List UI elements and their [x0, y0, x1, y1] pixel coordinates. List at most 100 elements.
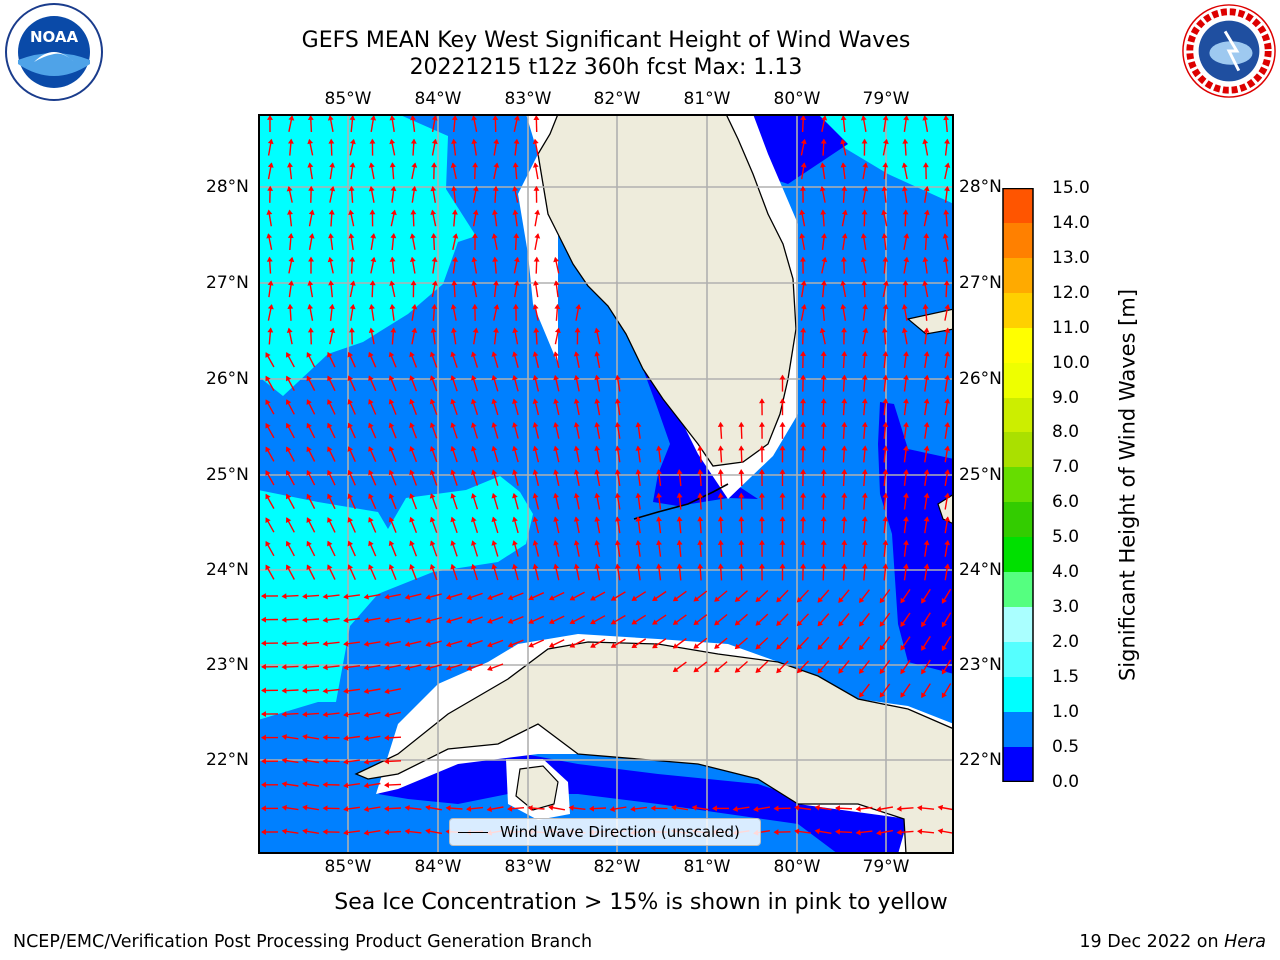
wave-direction-arrowhead — [779, 445, 786, 451]
wave-direction-arrowhead — [267, 327, 274, 333]
wave-direction-arrowhead — [755, 596, 762, 603]
wave-direction-arrowhead — [672, 643, 679, 649]
wave-direction-arrowhead — [923, 185, 930, 192]
wave-direction-arrowhead — [492, 115, 499, 121]
wave-direction-arrowhead — [553, 256, 560, 263]
wave-direction-arrowhead — [820, 374, 827, 380]
wave-direction-arrowhead — [755, 620, 762, 626]
lon-label-top: 79°W — [862, 89, 910, 109]
wave-direction-arrowhead — [285, 399, 292, 405]
wave-direction-arrowhead — [368, 469, 374, 476]
wave-direction-arrowhead — [409, 563, 415, 570]
wave-direction-arrowhead — [838, 597, 844, 603]
wave-direction-arrowhead — [327, 399, 333, 405]
wave-direction-arrowhead — [493, 304, 500, 310]
wave-direction-arrowhead — [409, 445, 415, 452]
wave-direction-arrowhead — [466, 805, 472, 812]
wave-direction-arrowhead — [776, 667, 782, 674]
wave-direction-arrowhead — [410, 115, 416, 121]
wave-direction-arrowhead — [472, 209, 479, 215]
wave-direction-arrowhead — [368, 162, 375, 168]
wave-direction-arrowhead — [738, 539, 745, 545]
wave-direction-arrowhead — [900, 692, 906, 698]
wave-direction-arrowhead — [609, 806, 615, 813]
wave-direction-arrowhead — [532, 563, 539, 570]
colorbar-segment — [1003, 747, 1033, 782]
wave-direction-arrowhead — [471, 115, 478, 121]
wave-direction-arrowhead — [322, 781, 328, 788]
wave-direction-arrowhead — [553, 540, 559, 546]
wave-direction-arrowhead — [409, 375, 415, 381]
wave-direction-arrowhead — [471, 516, 477, 523]
colorbar-label: Significant Height of Wind Waves [m] — [1115, 288, 1140, 682]
wave-direction-arrowhead — [594, 351, 601, 357]
wave-direction-arrowhead — [656, 539, 662, 546]
wave-direction-arrowhead — [533, 115, 540, 121]
wave-direction-arrowhead — [307, 115, 314, 121]
wave-direction-arrowhead — [590, 618, 596, 625]
wave-direction-arrowhead — [327, 540, 333, 547]
wave-direction-arrowhead — [840, 280, 847, 286]
wave-direction-arrowhead — [800, 563, 807, 569]
wave-direction-arrowhead — [717, 421, 724, 427]
wave-direction-arrowhead — [512, 492, 518, 499]
wave-direction-arrowhead — [388, 564, 395, 570]
wave-direction-arrowhead — [734, 667, 741, 673]
wave-direction-arrowhead — [759, 421, 765, 427]
wave-direction-arrowhead — [610, 595, 617, 601]
lat-label-left: 28°N — [206, 177, 249, 197]
wave-direction-arrowhead — [944, 421, 951, 428]
wave-direction-arrowhead — [265, 470, 271, 476]
wave-direction-arrowhead — [817, 667, 824, 674]
wave-direction-arrowhead — [513, 280, 520, 286]
wave-direction-arrowhead — [738, 563, 745, 569]
wave-direction-arrowhead — [575, 303, 582, 310]
wave-direction-arrowhead — [569, 642, 576, 648]
wave-direction-arrowhead — [389, 115, 396, 121]
lon-label-top: 80°W — [773, 89, 821, 109]
wave-direction-arrowhead — [322, 664, 328, 671]
wave-direction-arrowhead — [835, 805, 841, 812]
wave-direction-arrowhead — [411, 162, 418, 168]
wave-direction-arrowhead — [410, 280, 417, 286]
wave-direction-arrowhead — [491, 233, 498, 239]
wave-direction-arrowhead — [285, 540, 292, 547]
wave-direction-arrowhead — [773, 829, 779, 836]
wave-direction-arrowhead — [796, 644, 803, 650]
wave-direction-arrowhead — [635, 492, 642, 499]
wave-direction-arrowhead — [882, 469, 889, 475]
wave-direction-arrowhead — [327, 564, 333, 571]
wave-direction-arrowhead — [548, 595, 555, 601]
wave-direction-arrowhead — [858, 621, 865, 627]
wave-direction-arrowhead — [302, 757, 308, 764]
wave-direction-arrowhead — [814, 828, 820, 835]
colorbar-tick-label: 14.0 — [1052, 213, 1090, 233]
wave-direction-arrowhead — [322, 617, 328, 624]
wave-direction-arrowhead — [261, 781, 266, 788]
wave-direction-arrowhead — [717, 492, 724, 498]
wave-direction-arrowhead — [553, 492, 559, 499]
wave-direction-arrowhead — [937, 804, 944, 811]
wave-direction-arrowhead — [491, 563, 498, 570]
wave-direction-arrowhead — [553, 422, 559, 428]
wave-direction-arrowhead — [512, 469, 518, 475]
wave-direction-arrowhead — [327, 351, 333, 358]
wave-zone-blue-keys — [643, 369, 758, 506]
wave-direction-arrowhead — [512, 374, 518, 381]
wave-direction-arrowhead — [776, 620, 782, 626]
wave-direction-arrowhead — [861, 539, 868, 545]
wave-direction-arrowhead — [533, 280, 539, 286]
wave-direction-arrowhead — [794, 828, 800, 835]
wave-direction-arrowhead — [261, 829, 266, 835]
wave-direction-arrowhead — [922, 280, 929, 286]
wave-direction-arrowhead — [841, 539, 848, 545]
wave-direction-arrowhead — [349, 303, 356, 310]
wave-direction-arrowhead — [901, 162, 908, 168]
wave-direction-arrowhead — [348, 209, 355, 215]
wave-direction-arrowhead — [327, 446, 333, 453]
wave-direction-arrowhead — [903, 115, 910, 121]
wave-direction-arrowhead — [306, 564, 312, 571]
wave-direction-arrowhead — [369, 280, 376, 286]
wave-direction-arrowhead — [672, 666, 679, 673]
lon-label-top: 82°W — [593, 89, 641, 109]
